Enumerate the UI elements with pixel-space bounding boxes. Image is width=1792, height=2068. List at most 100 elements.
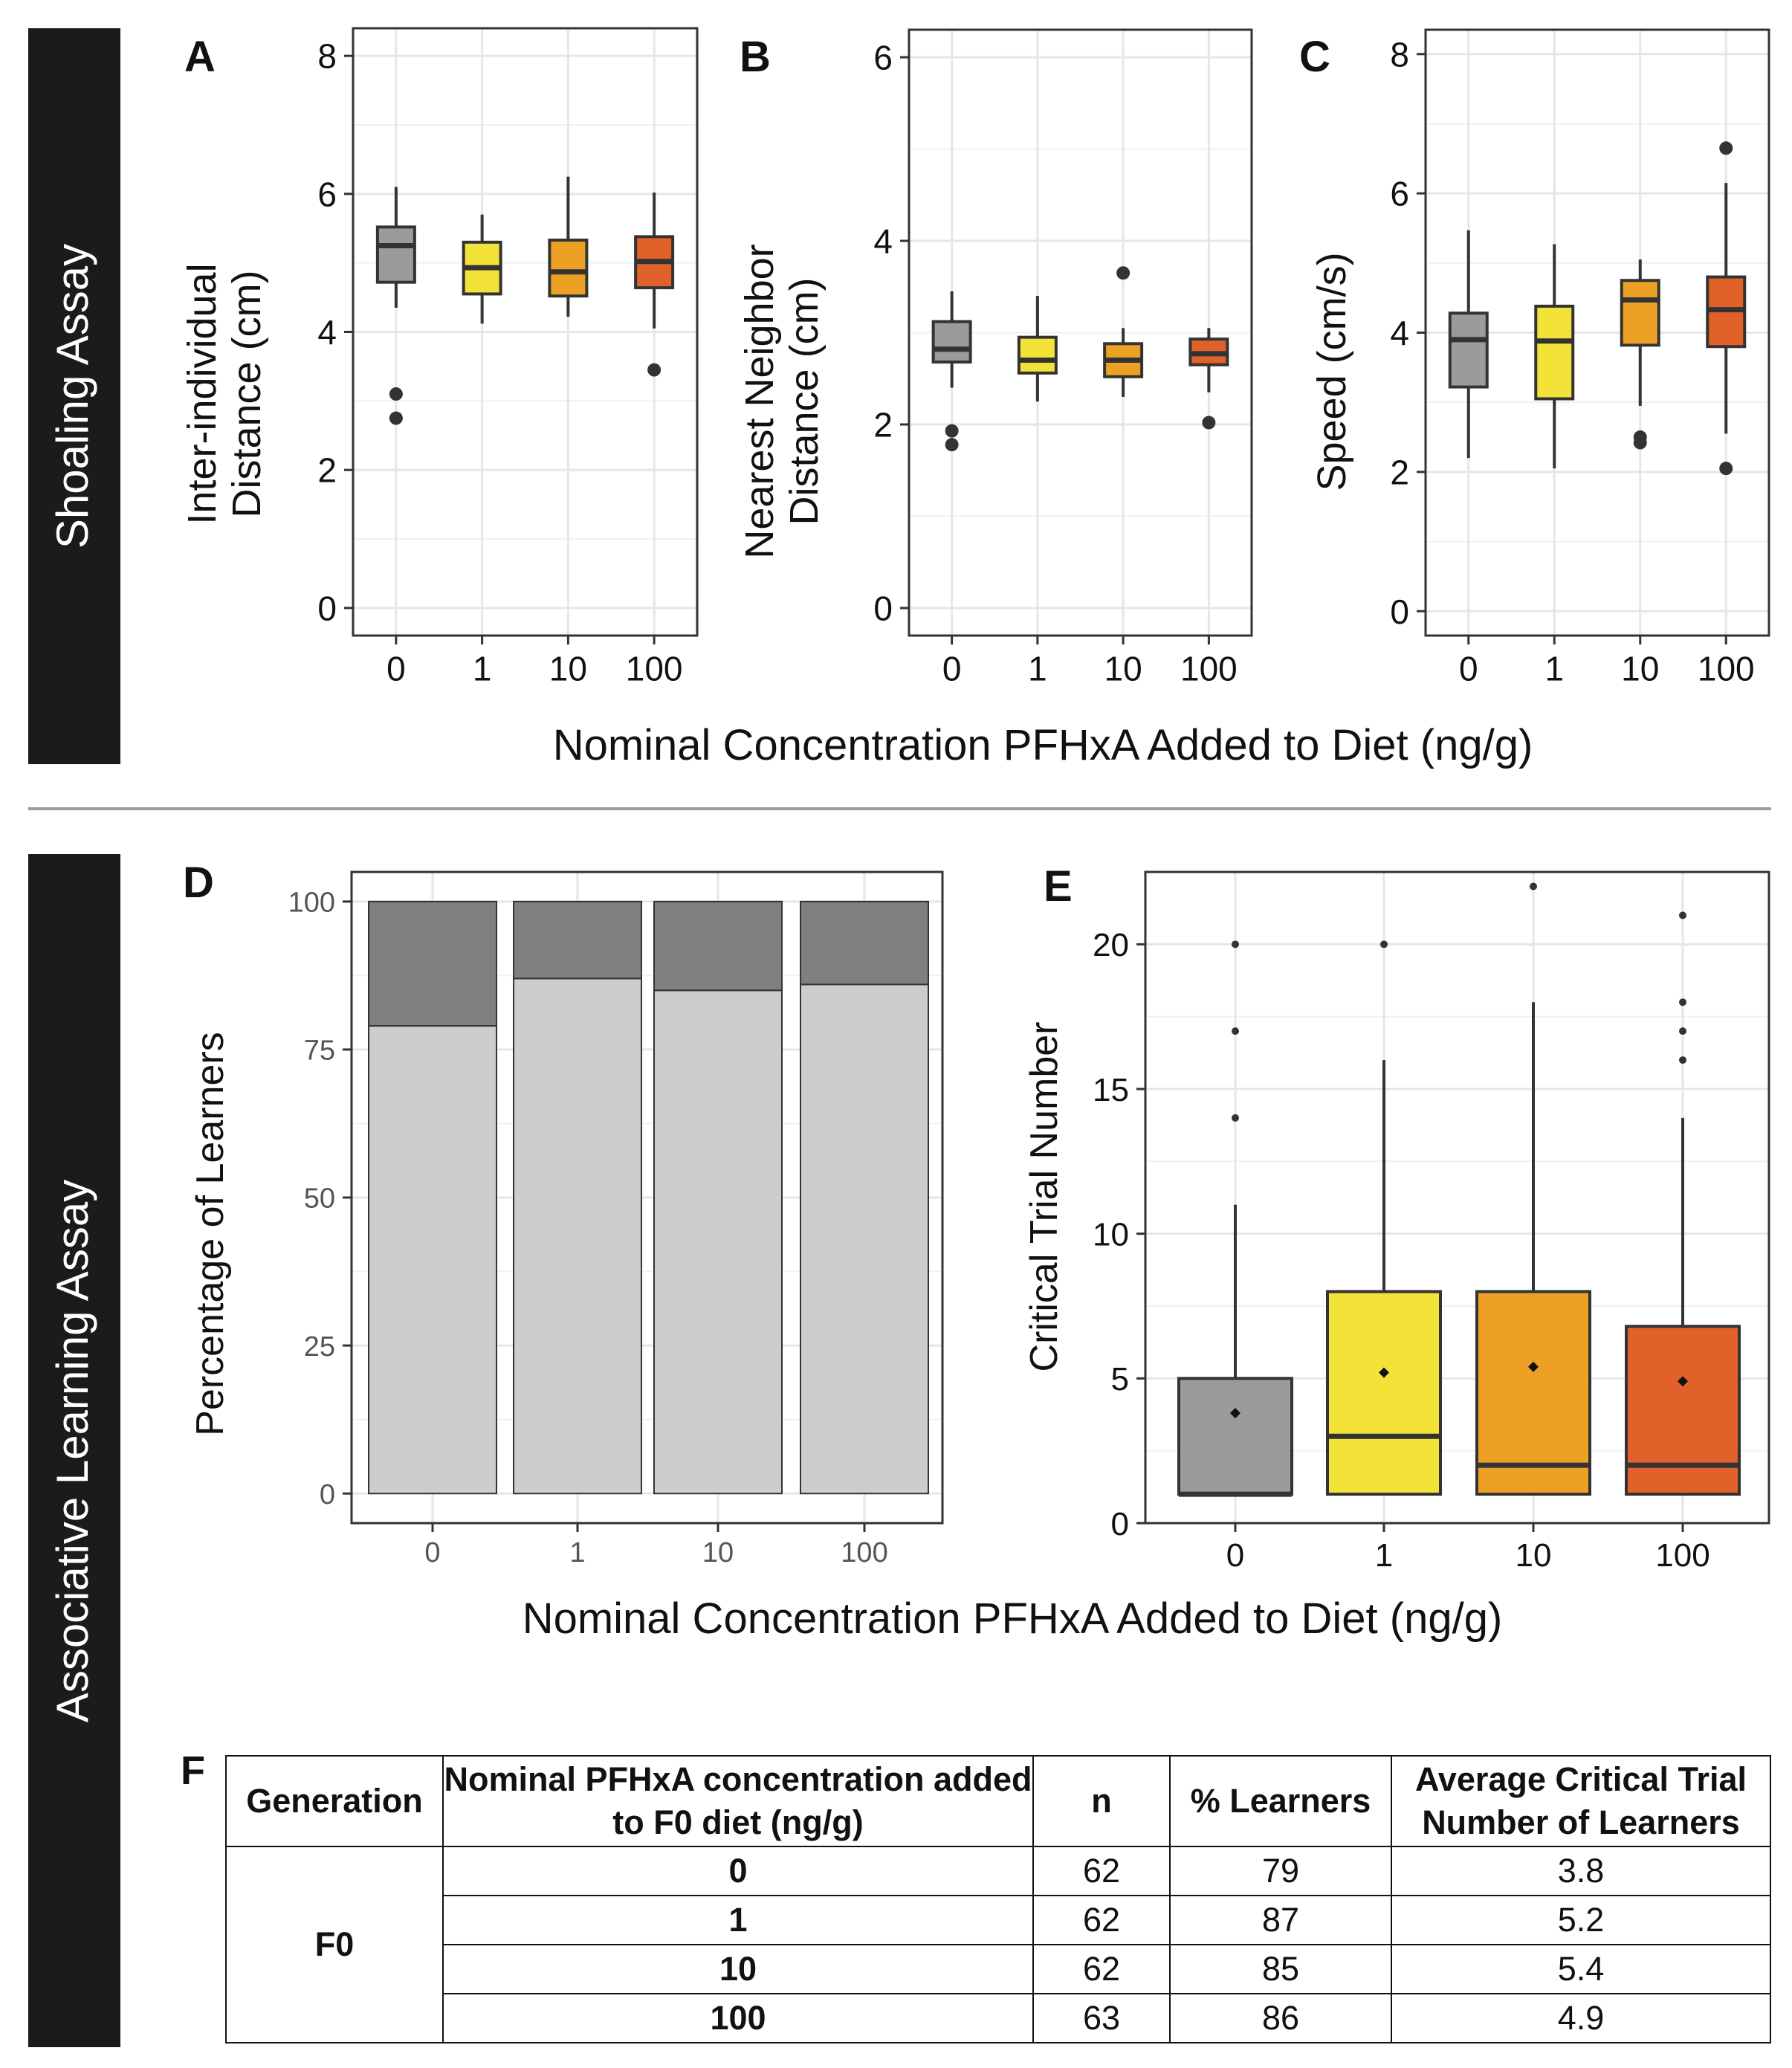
x-axis-label-bottom: Nominal Concentration PFHxA Added to Die… <box>523 1594 1503 1643</box>
panel-b-nearest-neighbor-distance: 0 2 4 6 0 1 10 100 B Nearest Neighbor Distance (cm… <box>737 28 1253 688</box>
y-tick-label: 5 <box>1111 1361 1129 1397</box>
y-tick-label: 10 <box>1093 1217 1129 1253</box>
outlier-point <box>1232 1114 1239 1122</box>
y-axis-title: Critical Trial Number <box>1023 1022 1066 1372</box>
x-tick-label: 100 <box>1655 1537 1709 1574</box>
bar-learners-100 <box>800 983 929 1495</box>
x-tick-label: 10 <box>1621 649 1659 688</box>
panel-label-e: E <box>1044 862 1073 911</box>
panel-d-percentage-of-learners: 0 25 50 75 100 0 1 10 100 D Percentage of Learners <box>183 859 944 1568</box>
y-tick-label: 4 <box>317 313 337 352</box>
table-cell-avg: 3.8 <box>1391 1846 1771 1896</box>
y-tick-label: 0 <box>1111 1506 1129 1542</box>
table-cell-pct: 85 <box>1169 1944 1392 1994</box>
x-tick-label: 1 <box>1544 649 1564 688</box>
table-header-generation: Generation <box>225 1755 444 1847</box>
x-tick-label: 0 <box>1459 649 1478 688</box>
x-tick-label: 1 <box>569 1537 585 1568</box>
bar-non-learners-0 <box>368 900 497 1027</box>
outlier-point <box>1232 940 1239 949</box>
y-tick-label: 0 <box>317 589 337 627</box>
table-cell-avg: 4.9 <box>1391 1993 1771 2043</box>
table-cell-pct: 79 <box>1169 1846 1392 1896</box>
x-tick-label: 100 <box>1180 649 1238 688</box>
x-tick-label: 1 <box>473 649 492 688</box>
bar-learners-1 <box>513 978 642 1495</box>
table-row: 100 63 86 4.9 <box>226 1993 1771 2043</box>
panel-label-d: D <box>183 859 214 907</box>
y-tick-label: 2 <box>1390 453 1409 491</box>
outlier-point <box>1380 940 1388 949</box>
y-tick-label: 100 <box>288 887 335 918</box>
y-tick-label: 0 <box>1390 592 1409 631</box>
box-0 <box>1177 1377 1293 1496</box>
x-tick-label: 10 <box>702 1537 734 1568</box>
sidebar-learning <box>28 854 120 2047</box>
box-1 <box>1534 304 1575 401</box>
y-tick-label: 2 <box>873 406 893 445</box>
table-cell-n: 62 <box>1032 1846 1171 1896</box>
table-header-avg-critical-trial: Average Critical Trial Number of Learner… <box>1391 1755 1771 1847</box>
table-cell-concentration: 100 <box>442 1993 1034 2043</box>
x-tick-label: 10 <box>549 649 587 688</box>
y-tick-label: 4 <box>873 222 893 261</box>
table-header-concentration: Nominal PFHxA concentration added to F0 … <box>442 1755 1034 1847</box>
panel-a-inter-individual-distance: 0 2 4 6 8 0 1 10 100 A Inter-individual Distance (c… <box>180 27 699 688</box>
sidebar-shoaling-label: Shoaling Assay <box>48 244 97 549</box>
table-cell-generation: F0 <box>225 1846 444 2043</box>
box-10 <box>1620 279 1660 347</box>
table-header-n: n <box>1032 1755 1171 1847</box>
x-tick-label: 100 <box>626 649 683 688</box>
x-tick-label: 10 <box>1516 1537 1552 1574</box>
outlier-point <box>389 387 403 401</box>
box-10 <box>1475 1290 1591 1496</box>
y-tick-label: 75 <box>304 1035 335 1067</box>
table-cell-avg: 5.4 <box>1391 1944 1771 1994</box>
sidebar-shoaling <box>28 28 120 764</box>
mean-marker <box>1230 1408 1241 1419</box>
bar-non-learners-100 <box>800 900 929 986</box>
y-tick-label: 8 <box>1390 35 1409 74</box>
table-row: 1 62 87 5.2 <box>226 1895 1771 1945</box>
x-tick-label: 0 <box>424 1537 440 1568</box>
x-tick-label: 0 <box>1226 1537 1244 1574</box>
box-100 <box>1625 1325 1741 1496</box>
table-header-row: Generation Nominal PFHxA concentration a… <box>225 1755 1771 1847</box>
panel-label-c: C <box>1299 33 1330 81</box>
x-tick-label: 100 <box>1698 649 1755 688</box>
table-cell-pct: 87 <box>1169 1895 1392 1945</box>
panel-label-b: B <box>740 33 771 81</box>
outlier-point <box>389 411 403 425</box>
y-tick-label: 15 <box>1093 1072 1129 1108</box>
panel-e-critical-trial-number: 0 5 10 15 20 0 1 10 100 E Critical Trial Number <box>1023 862 1770 1574</box>
box-0 <box>931 320 972 364</box>
box-1 <box>1326 1290 1442 1496</box>
panel-label-f: F <box>181 1748 205 1793</box>
x-tick-label: 0 <box>386 649 406 688</box>
x-axis-label-top: Nominal Concentration PFHxA Added to Die… <box>553 721 1533 769</box>
outlier-point <box>1679 911 1686 920</box>
y-tick-label: 6 <box>873 39 893 77</box>
outlier-point <box>945 424 959 438</box>
x-tick-label: 1 <box>1028 649 1047 688</box>
summary-table: Generation Nominal PFHxA concentration a… <box>225 1755 1771 2043</box>
outlier-point <box>1202 416 1216 430</box>
bar-learners-10 <box>653 989 783 1495</box>
x-tick-label: 0 <box>942 649 962 688</box>
y-axis-title: Inter-individual <box>180 263 224 524</box>
y-tick-label: 0 <box>320 1479 335 1510</box>
table-cell-n: 62 <box>1032 1944 1171 1994</box>
bar-learners-0 <box>368 1025 497 1495</box>
outlier-point <box>1679 998 1686 1006</box>
outlier-point <box>1679 1056 1686 1064</box>
outlier-point <box>945 438 959 452</box>
table-cell-n: 63 <box>1032 1993 1171 2043</box>
outlier-point <box>1530 882 1537 891</box>
y-axis-title: Distance (cm) <box>224 270 269 517</box>
mean-marker <box>1379 1367 1389 1378</box>
table-row: F0 0 62 79 3.8 <box>225 1846 1771 2043</box>
bar-non-learners-10 <box>653 900 783 992</box>
panel-label-a: A <box>184 33 216 81</box>
table-cell-pct: 86 <box>1169 1993 1392 2043</box>
